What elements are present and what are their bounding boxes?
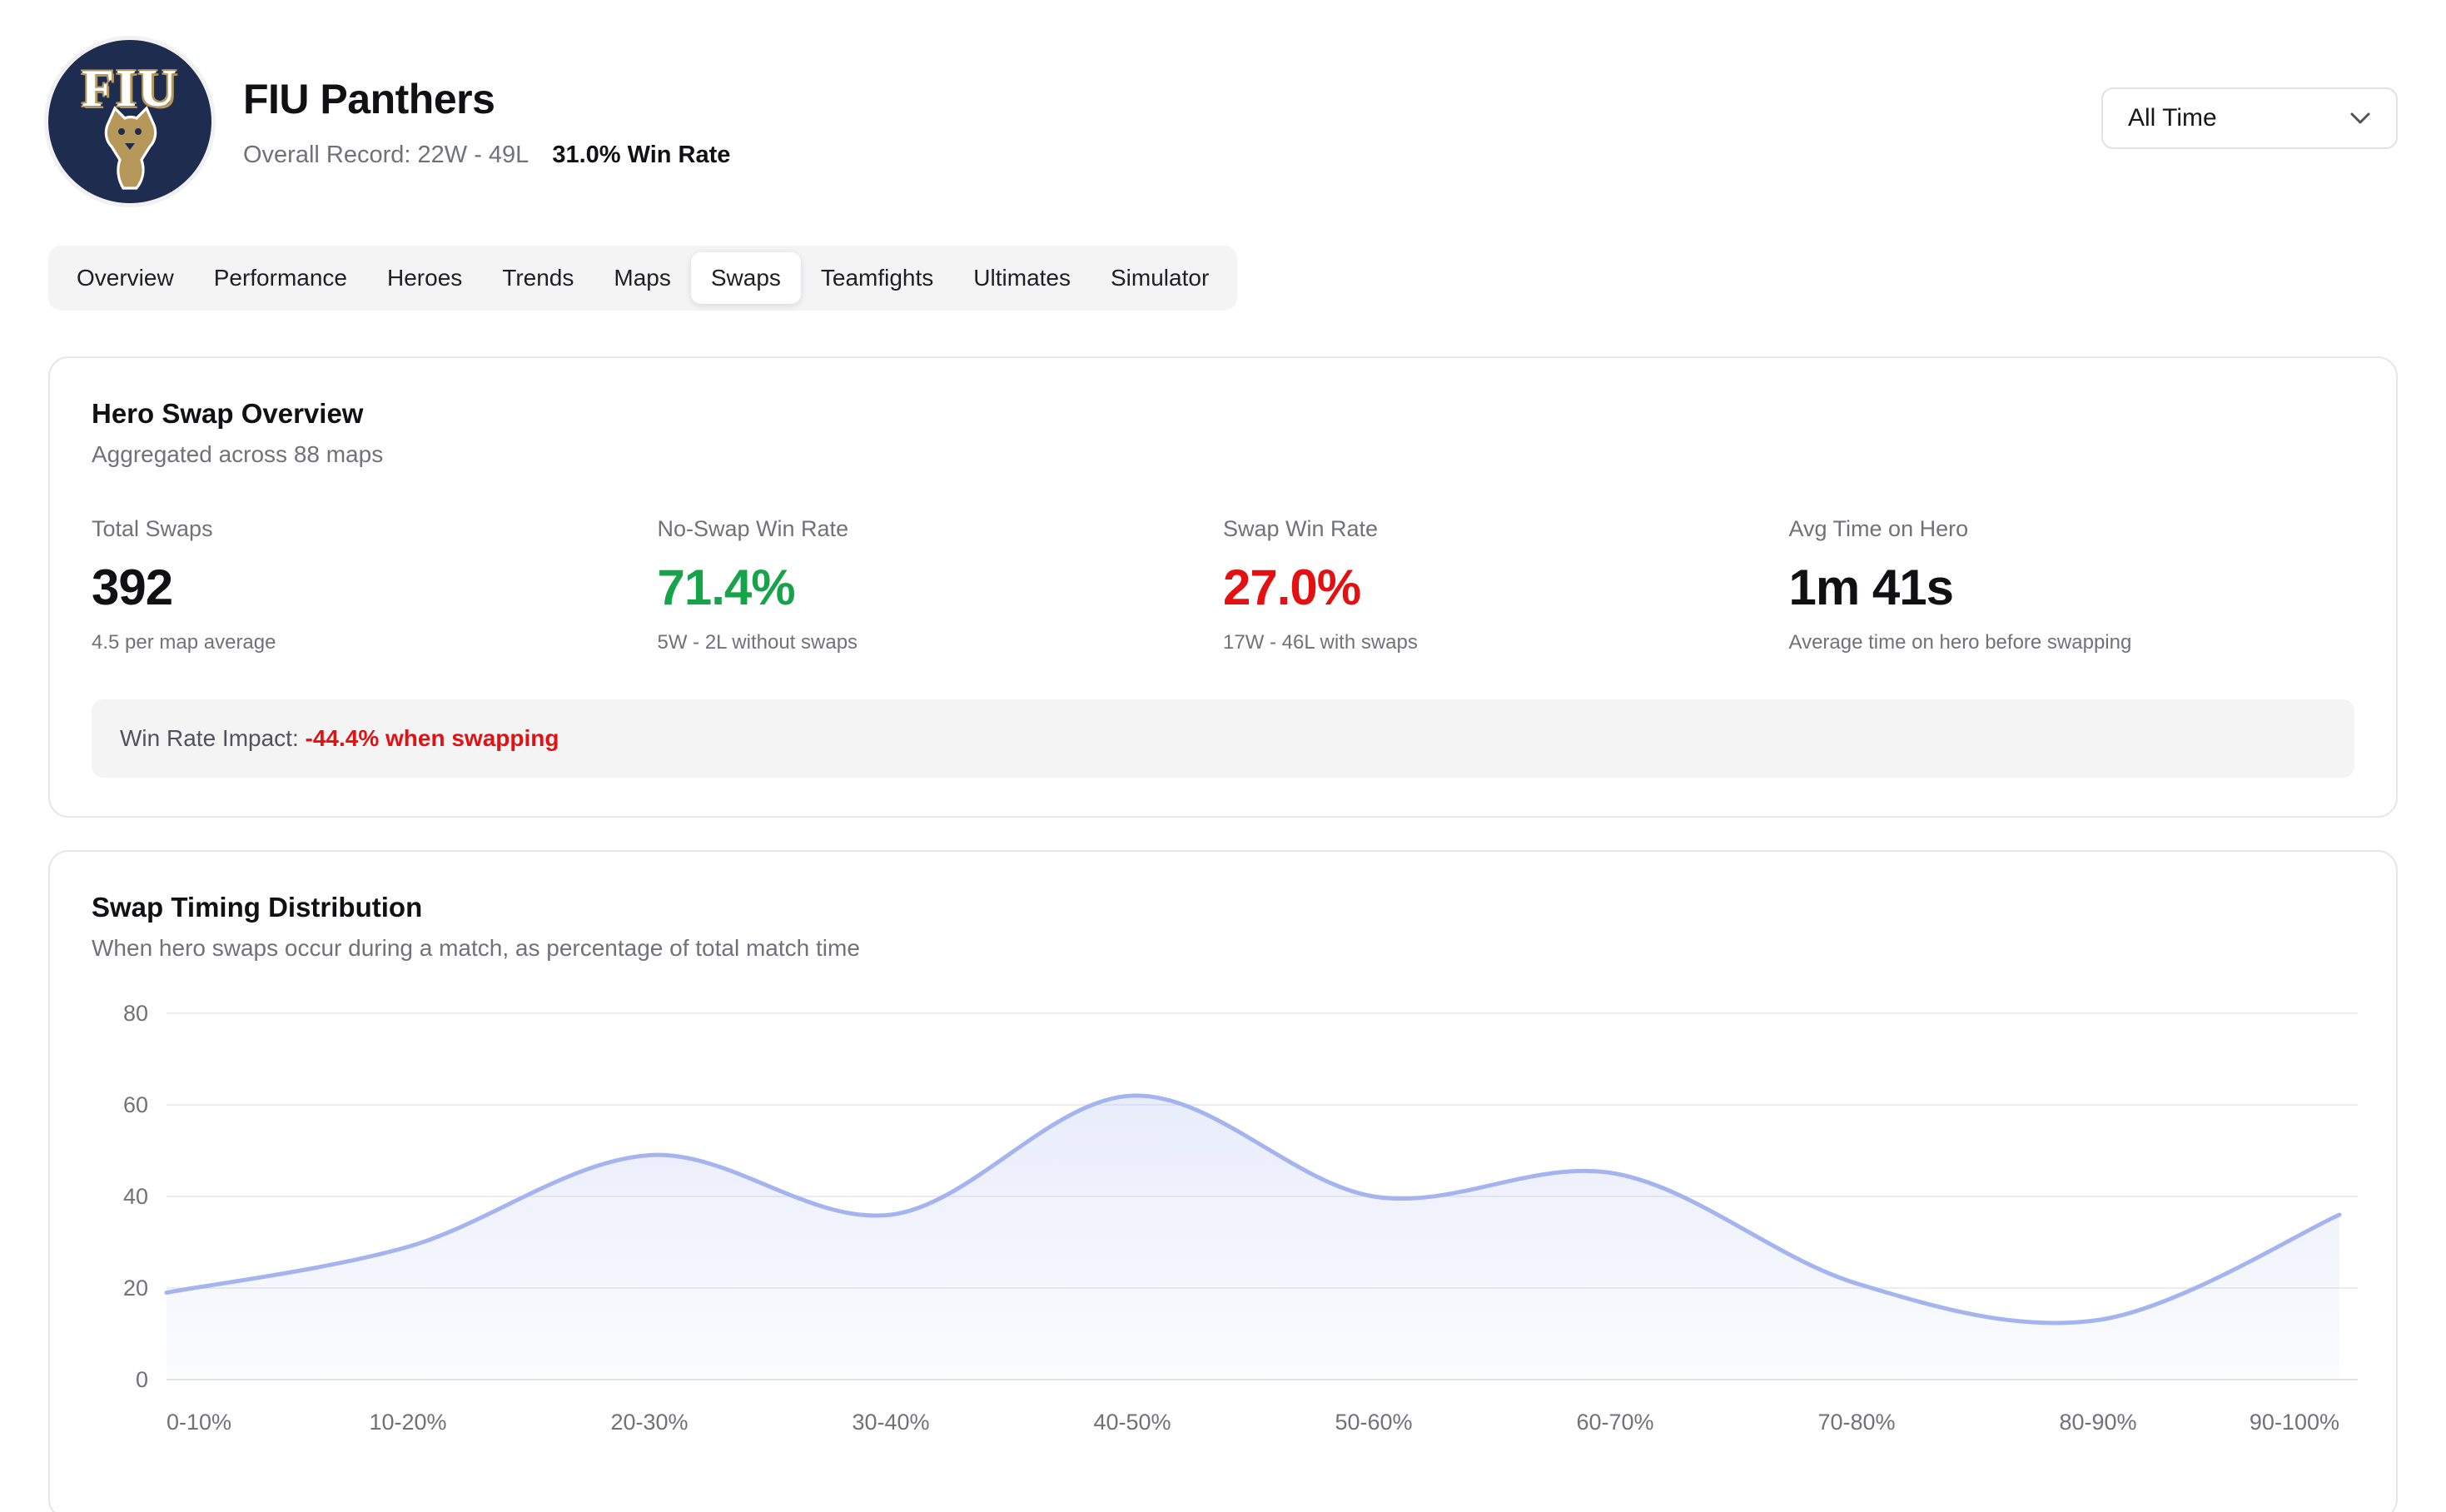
- card-title: Hero Swap Overview: [92, 398, 364, 429]
- svg-text:90-100%: 90-100%: [2250, 1410, 2339, 1435]
- stat-no-swap-win-rate: No-Swap Win Rate 71.4% 5W - 2L without s…: [658, 516, 1224, 654]
- tab-simulator[interactable]: Simulator: [1111, 265, 1210, 291]
- team-header-text: FIU Panthers Overall Record: 22W - 49L 3…: [243, 75, 730, 169]
- win-rate-label: 31.0% Win Rate: [552, 141, 731, 168]
- stat-subtext: 17W - 46L with swaps: [1223, 631, 1418, 654]
- stat-subtext: 4.5 per map average: [92, 631, 276, 654]
- tab-maps[interactable]: Maps: [614, 265, 671, 291]
- tab-performance[interactable]: Performance: [213, 265, 347, 291]
- svg-text:10-20%: 10-20%: [369, 1410, 446, 1435]
- svg-text:80: 80: [123, 1001, 148, 1026]
- tab-teamfights[interactable]: Teamfights: [820, 265, 934, 291]
- y-axis-labels: 0 20 40 60 80: [123, 1001, 148, 1392]
- series-line: [164, 1093, 2342, 1325]
- tab-swaps[interactable]: Swaps: [690, 252, 801, 304]
- stat-label: Avg Time on Hero: [1788, 516, 1969, 541]
- svg-text:20: 20: [123, 1276, 148, 1301]
- stats-grid: Total Swaps 392 4.5 per map average No-S…: [92, 516, 2354, 654]
- svg-text:60-70%: 60-70%: [1576, 1410, 1653, 1435]
- win-rate-impact-banner: Win Rate Impact: -44.4% when swapping: [92, 699, 2354, 778]
- chevron-down-icon: [2350, 112, 2370, 124]
- stat-value: 1m 41s: [1788, 560, 1954, 615]
- impact-value: -44.4% when swapping: [305, 725, 559, 751]
- area-chart: 0 20 40 60 80 0-10% 10-20% 20-30% 30-40% 40-50% 5…: [123, 1001, 2358, 1435]
- stat-subtext: Average time on hero before swapping: [1788, 631, 2132, 654]
- overall-record: Overall Record: 22W - 49L: [243, 141, 529, 168]
- svg-text:60: 60: [123, 1092, 148, 1117]
- time-filter-select[interactable]: All Time: [2101, 87, 2398, 149]
- stat-label: Swap Win Rate: [1223, 516, 1379, 541]
- tab-heroes[interactable]: Heroes: [387, 265, 463, 291]
- record-row: Overall Record: 22W - 49L 31.0% Win Rate: [243, 142, 730, 169]
- area-fill: [167, 1095, 2339, 1380]
- stat-label: No-Swap Win Rate: [657, 516, 849, 541]
- card-subtitle: Aggregated across 88 maps: [92, 441, 384, 467]
- team-header: FIU FIU Panthers Overall Record: 22W - 4…: [48, 40, 2398, 203]
- hero-swap-overview-card: Hero Swap Overview Aggregated across 88 …: [48, 356, 2398, 818]
- swap-timing-chart: 0 20 40 60 80 0-10% 10-20% 20-30% 30-40% 40-50% 5…: [92, 997, 2358, 1480]
- svg-text:70-80%: 70-80%: [1817, 1410, 1895, 1435]
- team-logo: FIU: [48, 40, 211, 203]
- panther-icon: [104, 106, 157, 190]
- tab-overview[interactable]: Overview: [77, 265, 174, 291]
- page-title: FIU Panthers: [243, 75, 495, 122]
- stat-subtext: 5W - 2L without swaps: [657, 631, 858, 654]
- stat-label: Total Swaps: [92, 516, 213, 541]
- stat-avg-time-on-hero: Avg Time on Hero 1m 41s Average time on …: [1789, 516, 2355, 654]
- impact-prefix: Win Rate Impact:: [120, 725, 306, 751]
- stat-value: 71.4%: [657, 560, 796, 615]
- stat-total-swaps: Total Swaps 392 4.5 per map average: [92, 516, 658, 654]
- svg-text:0-10%: 0-10%: [167, 1410, 231, 1435]
- card-title: Swap Timing Distribution: [92, 892, 423, 923]
- logo-fiu-text: FIU: [81, 58, 179, 117]
- time-filter-value: All Time: [2128, 104, 2217, 132]
- tab-bar: Overview Performance Heroes Trends Maps …: [48, 246, 1238, 311]
- tab-ultimates[interactable]: Ultimates: [973, 265, 1071, 291]
- tab-trends[interactable]: Trends: [502, 265, 574, 291]
- card-subtitle: When hero swaps occur during a match, as…: [92, 935, 860, 961]
- stat-swap-win-rate: Swap Win Rate 27.0% 17W - 46L with swaps: [1223, 516, 1789, 654]
- svg-text:40-50%: 40-50%: [1093, 1410, 1171, 1435]
- swap-timing-card: Swap Timing Distribution When hero swaps…: [48, 850, 2398, 1512]
- stat-value: 27.0%: [1223, 560, 1361, 615]
- x-axis-labels: 0-10% 10-20% 20-30% 30-40% 40-50% 50-60% 60-70…: [167, 1410, 2339, 1435]
- svg-text:80-90%: 80-90%: [2059, 1410, 2136, 1435]
- svg-text:40: 40: [123, 1184, 148, 1209]
- svg-text:0: 0: [136, 1367, 148, 1392]
- svg-text:30-40%: 30-40%: [852, 1410, 929, 1435]
- svg-text:20-30%: 20-30%: [610, 1410, 688, 1435]
- stat-value: 392: [92, 560, 173, 615]
- svg-text:50-60%: 50-60%: [1335, 1410, 1412, 1435]
